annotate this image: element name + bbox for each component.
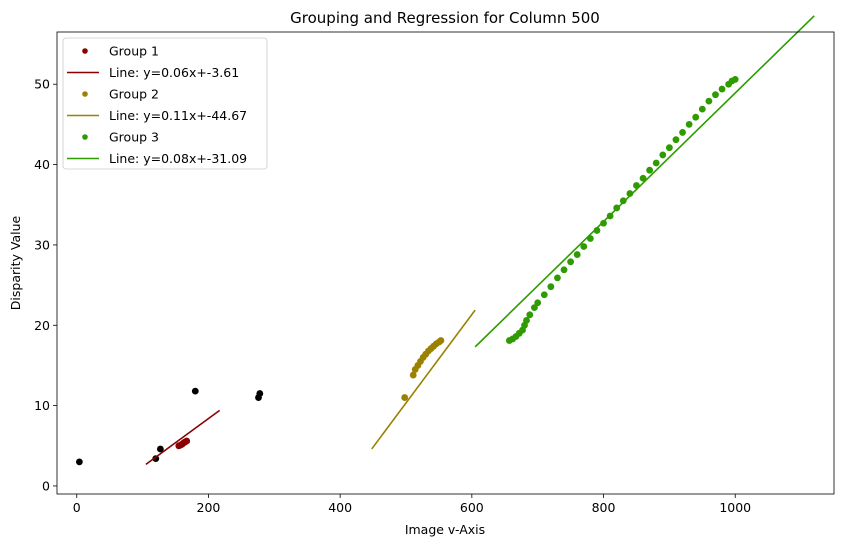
legend-label-group-2: Group 2 bbox=[109, 87, 159, 102]
x-tick-label: 200 bbox=[197, 500, 221, 515]
unassigned-point bbox=[75, 458, 83, 466]
group-3-point bbox=[712, 91, 719, 99]
group-2-regression-line bbox=[371, 309, 476, 450]
group-3-point bbox=[705, 97, 713, 105]
legend-marker-group-1 bbox=[82, 48, 88, 54]
group-1-point bbox=[183, 437, 191, 445]
group-3-point bbox=[619, 197, 627, 205]
legend-label-line-group-1: Line: y=0.06x+-3.61 bbox=[109, 65, 239, 80]
legend-marker-group-2 bbox=[82, 91, 88, 97]
chart-title: Grouping and Regression for Column 500 bbox=[290, 9, 600, 27]
group-3-point bbox=[685, 121, 693, 128]
unassigned-point bbox=[191, 387, 199, 395]
group-3-point bbox=[646, 166, 654, 174]
group-2-point bbox=[437, 337, 445, 344]
group-3-point bbox=[534, 299, 542, 307]
lines-layer bbox=[145, 15, 815, 465]
group-3-point bbox=[554, 274, 561, 282]
group-3-point bbox=[526, 311, 534, 319]
group-3-point bbox=[731, 76, 739, 83]
legend-box bbox=[62, 37, 268, 170]
group-2-point bbox=[409, 371, 417, 379]
group-3-point bbox=[573, 251, 581, 258]
legend-marker-group-3 bbox=[82, 134, 88, 140]
group-3-point bbox=[665, 144, 673, 152]
group-2-point bbox=[401, 394, 409, 401]
group-1-regression-line bbox=[145, 409, 221, 465]
y-axis-label: Disparity Value bbox=[8, 215, 23, 310]
group-3-point bbox=[659, 151, 667, 159]
group-3-point bbox=[567, 258, 575, 266]
group-3-point bbox=[639, 174, 647, 182]
unassigned-point bbox=[152, 455, 160, 463]
y-tick-label: 0 bbox=[42, 478, 50, 493]
y-tick-label: 10 bbox=[34, 398, 50, 413]
x-tick-label: 600 bbox=[460, 500, 484, 515]
group-3-point bbox=[600, 219, 607, 227]
y-tick-label: 50 bbox=[34, 77, 50, 92]
group-3-regression-line bbox=[474, 15, 815, 348]
y-tick-label: 40 bbox=[34, 157, 50, 172]
group-3-point bbox=[718, 85, 726, 93]
group-3-point bbox=[540, 291, 548, 299]
group-3-point bbox=[652, 159, 660, 167]
x-tick-label: 0 bbox=[73, 500, 81, 515]
legend-label-line-group-3: Line: y=0.08x+-31.09 bbox=[109, 151, 247, 166]
x-axis-ticks: 0 200 400 600 800 1000 bbox=[73, 494, 751, 515]
y-axis-ticks: 0 10 20 30 40 50 bbox=[34, 77, 57, 493]
legend-label-group-3: Group 3 bbox=[109, 130, 159, 145]
y-tick-label: 30 bbox=[34, 237, 50, 252]
group-3-point bbox=[698, 105, 706, 113]
x-tick-label: 1000 bbox=[719, 500, 751, 515]
group-3-point bbox=[679, 129, 686, 136]
legend-label-line-group-2: Line: y=0.11x+-44.67 bbox=[109, 108, 247, 123]
y-tick-label: 20 bbox=[34, 318, 50, 333]
legend-label-group-1: Group 1 bbox=[109, 44, 159, 59]
group-3-point bbox=[530, 304, 538, 311]
plot-frame bbox=[56, 31, 835, 495]
x-axis-label: Image v-Axis bbox=[405, 522, 485, 537]
x-tick-label: 800 bbox=[592, 500, 616, 515]
legend: Group 1 Line: y=0.06x+-3.61 Group 2 Line: y… bbox=[62, 37, 268, 170]
group-3-point bbox=[692, 113, 700, 121]
unassigned-point bbox=[256, 390, 264, 397]
unassigned-point bbox=[156, 445, 164, 453]
group-3-point bbox=[523, 317, 530, 324]
group-3-point bbox=[672, 136, 680, 144]
x-tick-label: 400 bbox=[328, 500, 352, 515]
group-3-point bbox=[560, 266, 568, 274]
group-3-point bbox=[547, 283, 555, 291]
group-3-point bbox=[580, 243, 588, 250]
